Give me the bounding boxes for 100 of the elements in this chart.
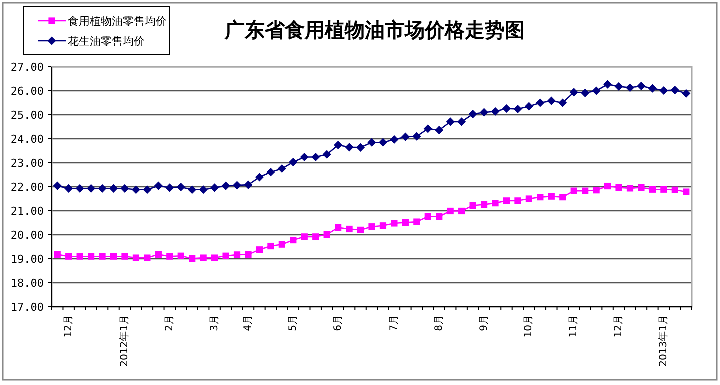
point [322, 150, 332, 159]
point [648, 84, 657, 93]
point [312, 234, 320, 240]
point [268, 242, 274, 250]
y-tick-label: 25.00 [10, 109, 44, 122]
x-tick-label: 5月 [288, 315, 299, 332]
point [99, 253, 106, 260]
point [380, 222, 387, 230]
x-tick-label: 6月 [332, 315, 344, 332]
point [188, 186, 197, 194]
point [672, 186, 678, 194]
point [537, 194, 544, 201]
point [491, 107, 500, 116]
point [570, 88, 578, 97]
y-tick-label: 26.00 [10, 85, 44, 98]
point [199, 186, 208, 194]
point [378, 138, 388, 147]
point [132, 254, 140, 262]
point [614, 82, 624, 91]
point [368, 224, 376, 230]
x-tick-label: 10月 [524, 315, 535, 338]
point [480, 201, 488, 208]
point [290, 236, 297, 244]
point [245, 251, 252, 258]
point [524, 102, 534, 111]
point [458, 118, 466, 126]
x-tick-label: 2月 [164, 315, 176, 332]
point [76, 253, 84, 260]
point [391, 220, 398, 227]
point [558, 98, 568, 108]
point [178, 252, 184, 260]
point [312, 152, 320, 162]
point [649, 186, 656, 193]
point [560, 194, 566, 201]
point [436, 213, 443, 220]
point [660, 86, 668, 96]
point [66, 253, 72, 260]
point [278, 164, 286, 174]
point [526, 196, 532, 202]
point [603, 80, 612, 89]
point [64, 184, 74, 193]
point [278, 241, 286, 248]
point [468, 110, 478, 119]
point [154, 182, 163, 190]
point [536, 98, 545, 108]
point [345, 143, 354, 152]
point [244, 180, 253, 190]
point [222, 252, 230, 260]
x-tick-label: 2013年1月 [657, 315, 670, 367]
y-tick-label: 27.00 [10, 61, 44, 74]
legend-label: 花生油零售均价 [68, 35, 145, 48]
point [435, 126, 444, 135]
x-tick-label: 12月 [614, 315, 625, 338]
point [88, 253, 95, 260]
point [447, 208, 454, 215]
point [132, 186, 141, 194]
y-tick-label: 20.00 [10, 229, 44, 242]
point [176, 182, 186, 192]
point [581, 88, 590, 98]
point [424, 213, 432, 220]
point [637, 82, 646, 90]
point [492, 200, 499, 207]
y-tick-label: 19.00 [10, 253, 44, 266]
point [155, 251, 162, 258]
point [166, 253, 174, 260]
point [189, 255, 196, 262]
point [109, 184, 118, 193]
point [683, 188, 690, 196]
point [234, 252, 241, 258]
y-tick-label: 23.00 [10, 157, 44, 170]
point [502, 104, 512, 114]
point [593, 187, 600, 194]
x-tick-label: 4月 [242, 315, 254, 332]
point [480, 108, 489, 117]
point [626, 84, 635, 92]
legend-label: 食用植物油零售均价 [68, 15, 167, 28]
point [222, 182, 230, 190]
point [256, 246, 264, 254]
point [76, 184, 84, 193]
point [300, 152, 309, 162]
point [143, 186, 152, 194]
point [682, 89, 691, 98]
point [301, 234, 308, 240]
y-tick-label: 22.00 [10, 181, 44, 194]
point [503, 198, 510, 204]
point [626, 185, 634, 192]
y-tick-label: 17.00 [10, 301, 44, 314]
point [412, 132, 422, 141]
point [446, 118, 455, 126]
point [289, 158, 298, 167]
x-tick-label: 12月 [63, 315, 74, 338]
point [266, 168, 276, 177]
x-tick-label: 2012年1月 [118, 315, 130, 367]
point [54, 251, 61, 258]
point [87, 184, 96, 193]
point [470, 202, 476, 210]
point [458, 208, 466, 215]
point [368, 138, 376, 147]
point [212, 254, 218, 262]
y-tick-label: 18.00 [10, 277, 44, 290]
